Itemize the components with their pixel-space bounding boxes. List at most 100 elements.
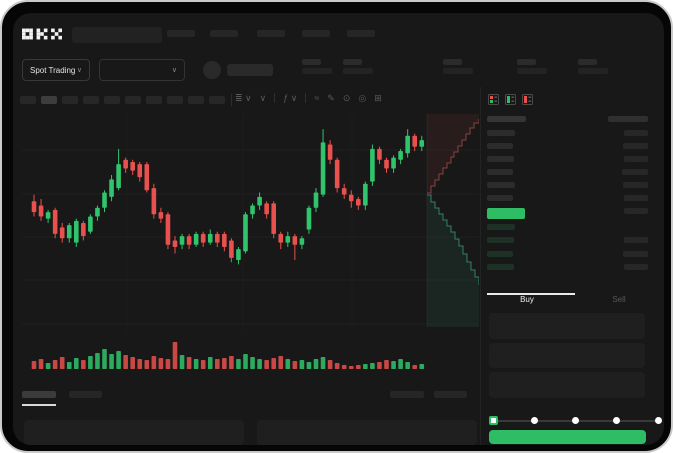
- timeframe-pill[interactable]: [125, 96, 141, 104]
- price-column-header: [487, 116, 526, 122]
- candle: [412, 135, 417, 147]
- bottom-action-placeholder[interactable]: [390, 391, 424, 398]
- candle: [229, 240, 234, 258]
- nav-item[interactable]: [302, 30, 330, 37]
- slider-stop[interactable]: [654, 417, 662, 424]
- candle: [264, 203, 269, 215]
- candle: [130, 161, 135, 171]
- timeframe-pill[interactable]: [83, 96, 99, 104]
- tab-sell[interactable]: Sell: [612, 295, 626, 304]
- candle: [31, 201, 37, 213]
- bottom-action-placeholder[interactable]: [434, 391, 467, 398]
- last-price-bar[interactable]: [487, 208, 525, 219]
- stat-label-placeholder: [302, 59, 321, 65]
- order-total-input[interactable]: [489, 372, 645, 398]
- stat-value-placeholder: [517, 68, 547, 74]
- price-chart[interactable]: [22, 114, 479, 332]
- candle: [250, 205, 255, 215]
- slider-handle[interactable]: [488, 416, 498, 425]
- pair-select[interactable]: ∨: [99, 59, 185, 81]
- order-amount-input[interactable]: [489, 343, 645, 368]
- nav-item[interactable]: [347, 30, 375, 37]
- ask-price-bar[interactable]: [487, 130, 515, 136]
- stat-value-placeholder: [443, 68, 473, 74]
- candle: [306, 207, 312, 230]
- book-combined-icon[interactable]: [488, 94, 499, 105]
- bid-price-bar[interactable]: [487, 237, 514, 243]
- chevron-down-icon: ∨: [76, 67, 82, 74]
- bid-price-bar[interactable]: [487, 224, 515, 230]
- bottom-tab-active[interactable]: [22, 391, 56, 398]
- candle: [59, 227, 65, 239]
- candle: [334, 159, 340, 189]
- stat-value-placeholder: [302, 68, 332, 74]
- bid-price-bar[interactable]: [487, 264, 514, 270]
- snapshot-icon[interactable]: ⊙: [342, 92, 351, 103]
- candle: [271, 203, 276, 234]
- tab-buy[interactable]: Buy: [520, 295, 534, 304]
- order-price-input[interactable]: [489, 313, 645, 339]
- ask-amount-bar[interactable]: [623, 143, 648, 149]
- bottom-tab[interactable]: [69, 391, 102, 398]
- coin-icon: [203, 61, 221, 79]
- search-input[interactable]: [72, 27, 162, 43]
- candle: [81, 223, 86, 237]
- candle: [74, 220, 79, 243]
- candle-type-icon[interactable]: ≣ ∨: [235, 92, 252, 103]
- ask-amount-bar[interactable]: [624, 130, 648, 136]
- candle: [384, 159, 389, 169]
- timeframe-pill[interactable]: [104, 96, 120, 104]
- timeframe-pill[interactable]: [167, 96, 183, 104]
- candle: [327, 144, 333, 160]
- ask-amount-bar[interactable]: [622, 169, 648, 175]
- timeframe-pill[interactable]: [41, 96, 57, 104]
- bid-amount-bar[interactable]: [624, 237, 648, 243]
- nav-item[interactable]: [167, 30, 195, 37]
- timeframe-pill[interactable]: [62, 96, 78, 104]
- bid-amount-bar[interactable]: [624, 264, 648, 270]
- bid-amount-bar[interactable]: [623, 251, 648, 257]
- fullscreen-icon[interactable]: ⊞: [374, 92, 382, 103]
- indicators-icon[interactable]: ƒ ∨: [283, 92, 298, 103]
- book-bids-icon[interactable]: [505, 94, 516, 105]
- ask-price-bar[interactable]: [487, 169, 513, 175]
- candle: [207, 233, 213, 243]
- timeframe-pill[interactable]: [209, 96, 225, 104]
- timeframe-pill[interactable]: [188, 96, 204, 104]
- candle: [313, 192, 319, 208]
- volume-chart: [31, 342, 425, 369]
- ask-price-bar[interactable]: [487, 143, 513, 149]
- candle: [165, 214, 171, 245]
- compare-icon[interactable]: ∨: [259, 92, 267, 103]
- submit-buy-button[interactable]: [489, 430, 646, 444]
- market-type-select[interactable]: Spot Trading ∨: [22, 59, 90, 81]
- chart-tools: ≣ ∨ ∨ ƒ ∨ ≈ ✎ ⊙ ◎ ⊞: [235, 91, 382, 105]
- ask-price-bar[interactable]: [487, 195, 513, 201]
- ask-amount-bar[interactable]: [624, 195, 648, 201]
- candle: [144, 164, 150, 191]
- ask-price-bar[interactable]: [487, 156, 514, 162]
- slider-stop[interactable]: [530, 417, 538, 424]
- candle: [45, 212, 51, 219]
- ask-amount-bar[interactable]: [623, 182, 648, 188]
- bid-price-bar[interactable]: [487, 251, 513, 257]
- book-asks-icon[interactable]: [522, 94, 533, 105]
- ask-amount-bar[interactable]: [624, 156, 648, 162]
- stat-label-placeholder: [517, 59, 536, 65]
- line-tool-icon[interactable]: ≈: [314, 92, 320, 103]
- nav-item[interactable]: [210, 30, 238, 37]
- slider-stop[interactable]: [572, 417, 579, 424]
- candle: [179, 236, 185, 245]
- timeframe-pill[interactable]: [146, 96, 162, 104]
- chart-settings-icon[interactable]: ◎: [358, 92, 367, 103]
- candle: [200, 233, 206, 243]
- ask-amount-bar[interactable]: [624, 208, 648, 214]
- amount-slider[interactable]: [488, 416, 662, 426]
- timeframe-pill[interactable]: [20, 96, 36, 104]
- slider-stop[interactable]: [613, 417, 621, 424]
- nav-item[interactable]: [257, 30, 285, 37]
- ask-price-bar[interactable]: [487, 182, 515, 188]
- candle: [38, 205, 44, 217]
- draw-icon[interactable]: ✎: [327, 92, 335, 103]
